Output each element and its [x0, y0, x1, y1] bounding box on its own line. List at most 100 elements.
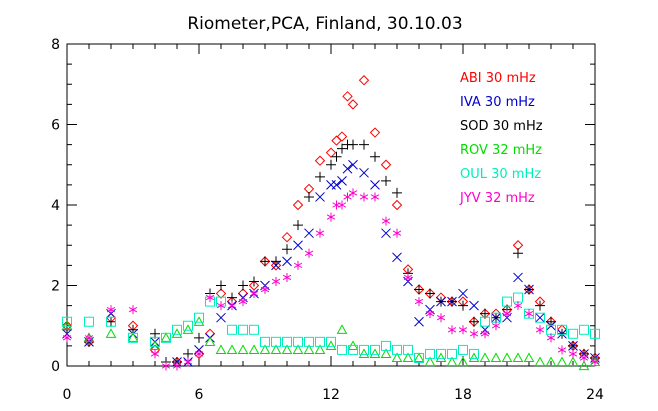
data-point — [216, 280, 226, 291]
data-point — [282, 244, 292, 255]
data-point — [315, 192, 325, 202]
data-point — [303, 344, 315, 354]
data-point — [590, 328, 600, 339]
data-point — [227, 292, 237, 303]
data-point — [183, 348, 193, 359]
data-point — [249, 324, 259, 335]
data-point — [436, 313, 446, 323]
data-point — [337, 344, 347, 355]
x-tick-label: 12 — [322, 387, 340, 403]
data-point — [545, 356, 557, 367]
data-point — [215, 288, 227, 299]
data-point — [568, 328, 578, 339]
data-point — [369, 127, 381, 138]
data-point — [380, 348, 392, 359]
data-point — [359, 344, 369, 355]
data-point — [567, 356, 579, 367]
data-point — [150, 336, 160, 347]
data-point — [424, 356, 436, 367]
data-point — [524, 284, 534, 295]
data-point — [194, 332, 204, 343]
data-point — [84, 316, 94, 327]
data-point — [105, 328, 117, 338]
data-point — [336, 324, 348, 334]
data-point — [469, 348, 479, 359]
data-point — [160, 332, 172, 342]
data-point — [270, 260, 282, 271]
data-point — [501, 352, 513, 363]
data-point — [381, 216, 391, 226]
data-point — [414, 284, 424, 295]
data-point — [106, 316, 116, 327]
data-point — [359, 167, 369, 178]
data-point — [446, 356, 458, 367]
data-point — [61, 320, 73, 330]
data-point — [293, 220, 303, 231]
data-point — [249, 289, 259, 299]
data-point — [271, 256, 281, 267]
chart-title: Riometer,PCA, Finland, 30.10.03 — [187, 14, 462, 34]
data-point — [315, 336, 325, 347]
data-point — [204, 336, 216, 346]
data-point — [337, 175, 347, 186]
data-point — [512, 352, 524, 363]
data-point — [282, 272, 292, 282]
data-point — [325, 340, 337, 350]
data-point — [182, 324, 194, 334]
data-point — [469, 300, 479, 311]
data-point — [304, 228, 314, 239]
data-point — [579, 324, 589, 335]
data-point — [557, 324, 567, 335]
data-point — [458, 288, 468, 299]
data-point — [282, 256, 292, 267]
data-point — [271, 336, 281, 347]
data-point — [358, 348, 370, 359]
x-tick-label: 18 — [454, 387, 472, 403]
data-point — [502, 296, 512, 307]
data-point — [205, 293, 215, 303]
series-oul — [62, 292, 600, 363]
data-point — [425, 309, 435, 319]
data-point — [332, 200, 341, 210]
series-jyv — [62, 188, 600, 371]
data-point — [260, 285, 270, 295]
data-point — [84, 333, 94, 343]
data-point — [513, 272, 523, 283]
data-point — [337, 200, 347, 210]
data-point — [259, 344, 271, 354]
data-point — [479, 352, 491, 363]
legend-entry: OUL 30 mHz — [460, 167, 541, 182]
data-point — [325, 147, 337, 158]
data-point — [304, 336, 314, 347]
data-point — [172, 361, 182, 371]
data-point — [161, 361, 171, 371]
data-point — [403, 344, 413, 355]
data-point — [304, 191, 314, 202]
data-point — [436, 296, 446, 307]
data-point — [534, 356, 546, 367]
x-tick-label: 24 — [586, 387, 604, 403]
data-point — [436, 348, 446, 359]
data-point — [227, 324, 237, 335]
data-point — [578, 360, 590, 371]
data-point — [447, 348, 457, 359]
data-point — [480, 316, 490, 327]
data-point — [348, 344, 358, 355]
legend-entry: IVA 30 mHz — [460, 95, 535, 110]
data-point — [238, 297, 248, 307]
data-point — [381, 175, 391, 186]
data-point — [392, 344, 402, 355]
data-point — [128, 332, 138, 343]
data-point — [331, 180, 342, 190]
data-point — [513, 301, 523, 311]
data-point — [348, 139, 358, 150]
data-point — [381, 228, 391, 239]
y-tick-label: 4 — [51, 198, 60, 214]
data-point — [458, 300, 468, 311]
data-point — [535, 312, 545, 323]
data-point — [171, 328, 183, 338]
data-point — [402, 352, 414, 363]
y-tick-label: 6 — [51, 118, 60, 134]
data-point — [106, 316, 116, 327]
